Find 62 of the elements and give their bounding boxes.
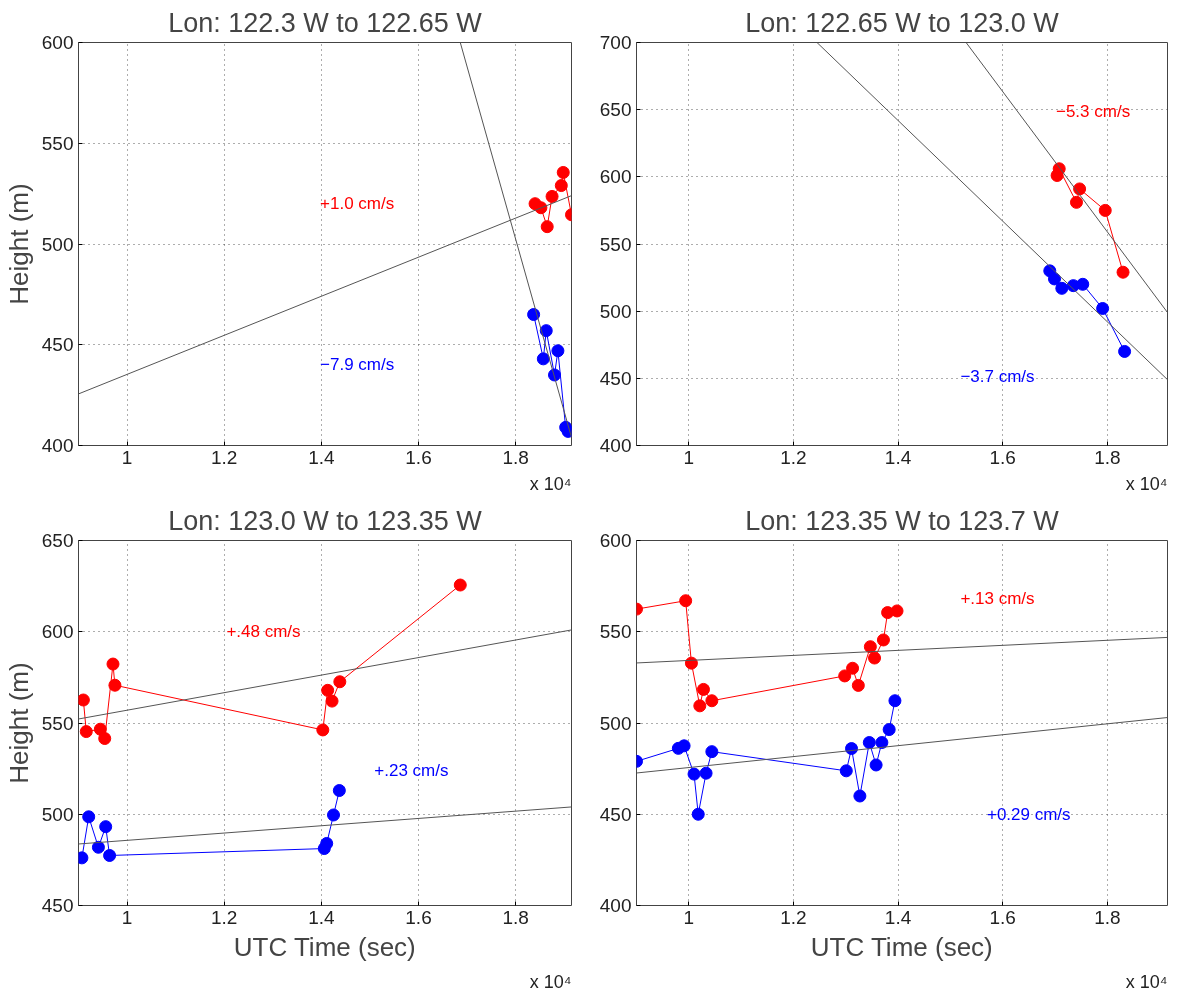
x-tick-label: 1.4 <box>884 446 912 468</box>
x-tick-label: 1 <box>683 446 695 468</box>
x-tick-label: 1.2 <box>780 906 807 928</box>
y-tick-label: 450 <box>41 895 74 916</box>
x-axis-title: UTC Time (sec) <box>233 931 416 962</box>
x-tick-label: 1.8 <box>1094 446 1121 468</box>
x-tick-label: 1.8 <box>1094 906 1121 928</box>
x-tick-label: 1.6 <box>989 906 1016 928</box>
x-tick-label: 1.8 <box>502 446 529 468</box>
y-tick-label: 400 <box>41 435 74 456</box>
x-axis-title: UTC Time (sec) <box>810 931 993 962</box>
x-tick-label: 1.4 <box>308 446 335 468</box>
y-tick-label: 600 <box>41 621 74 643</box>
x-tick-label: 1 <box>121 906 133 928</box>
annotation: −3.7 cm/s <box>960 367 1035 387</box>
y-tick-label: 550 <box>41 712 74 734</box>
y-tick-label: 500 <box>599 712 632 734</box>
y-tick-label: 500 <box>41 233 74 255</box>
y-tick-label: 500 <box>41 803 74 825</box>
y-tick-label: 400 <box>599 895 632 916</box>
x-tick-label: 1.8 <box>502 906 529 928</box>
y-tick-label: 700 <box>599 32 632 53</box>
text: x 10⁴ <box>529 971 572 992</box>
text: x 10⁴ <box>529 473 572 494</box>
x-tick-label: 1 <box>121 446 133 468</box>
annotation: +1.0 cm/s <box>320 194 395 214</box>
annotation: −5.3 cm/s <box>1055 101 1131 121</box>
x-tick-label: 1.2 <box>780 446 807 468</box>
y-tick-label: 600 <box>599 530 632 551</box>
y-tick-label: 600 <box>599 166 632 188</box>
x-tick-label: 1.2 <box>211 906 238 928</box>
chart-title: Lon: 123.35 W to 123.7 W <box>745 505 1060 536</box>
y-tick-label: 550 <box>599 621 632 643</box>
y-tick-label: 550 <box>599 233 632 255</box>
chart-title: Lon: 123.0 W to 123.35 W <box>168 505 483 536</box>
y-tick-label: 650 <box>41 530 74 551</box>
x-tick-label: 1 <box>683 906 695 928</box>
x-tick-label: 1.2 <box>211 446 238 468</box>
x-tick-label: 1.6 <box>405 906 432 928</box>
annotation: +0.29 cm/s <box>986 804 1071 824</box>
y-tick-label: 500 <box>599 300 632 322</box>
chart-title: Lon: 122.3 W to 122.65 W <box>168 7 483 38</box>
x-tick-label: 1.6 <box>989 446 1016 468</box>
y-axis-title: Height (m) <box>3 662 34 784</box>
x-tick-label: 1.4 <box>884 906 912 928</box>
y-axis-title: Height (m) <box>3 183 34 305</box>
annotation: +.13 cm/s <box>960 589 1035 609</box>
x-tick-label: 1.4 <box>308 906 335 928</box>
y-tick-label: 450 <box>41 334 74 356</box>
annotation: +.48 cm/s <box>226 622 301 642</box>
chart-title: Lon: 122.65 W to 123.0 W <box>745 7 1060 38</box>
y-tick-label: 450 <box>599 803 632 825</box>
text: x 10⁴ <box>1125 971 1168 992</box>
y-tick-label: 550 <box>41 132 74 154</box>
annotation: +.23 cm/s <box>374 760 449 780</box>
y-tick-label: 650 <box>599 99 632 121</box>
text: x 10⁴ <box>1125 473 1168 494</box>
y-tick-label: 600 <box>41 32 74 53</box>
y-tick-label: 400 <box>599 435 632 456</box>
x-tick-label: 1.6 <box>405 446 432 468</box>
y-tick-label: 450 <box>599 367 632 389</box>
annotation: −7.9 cm/s <box>320 355 395 375</box>
